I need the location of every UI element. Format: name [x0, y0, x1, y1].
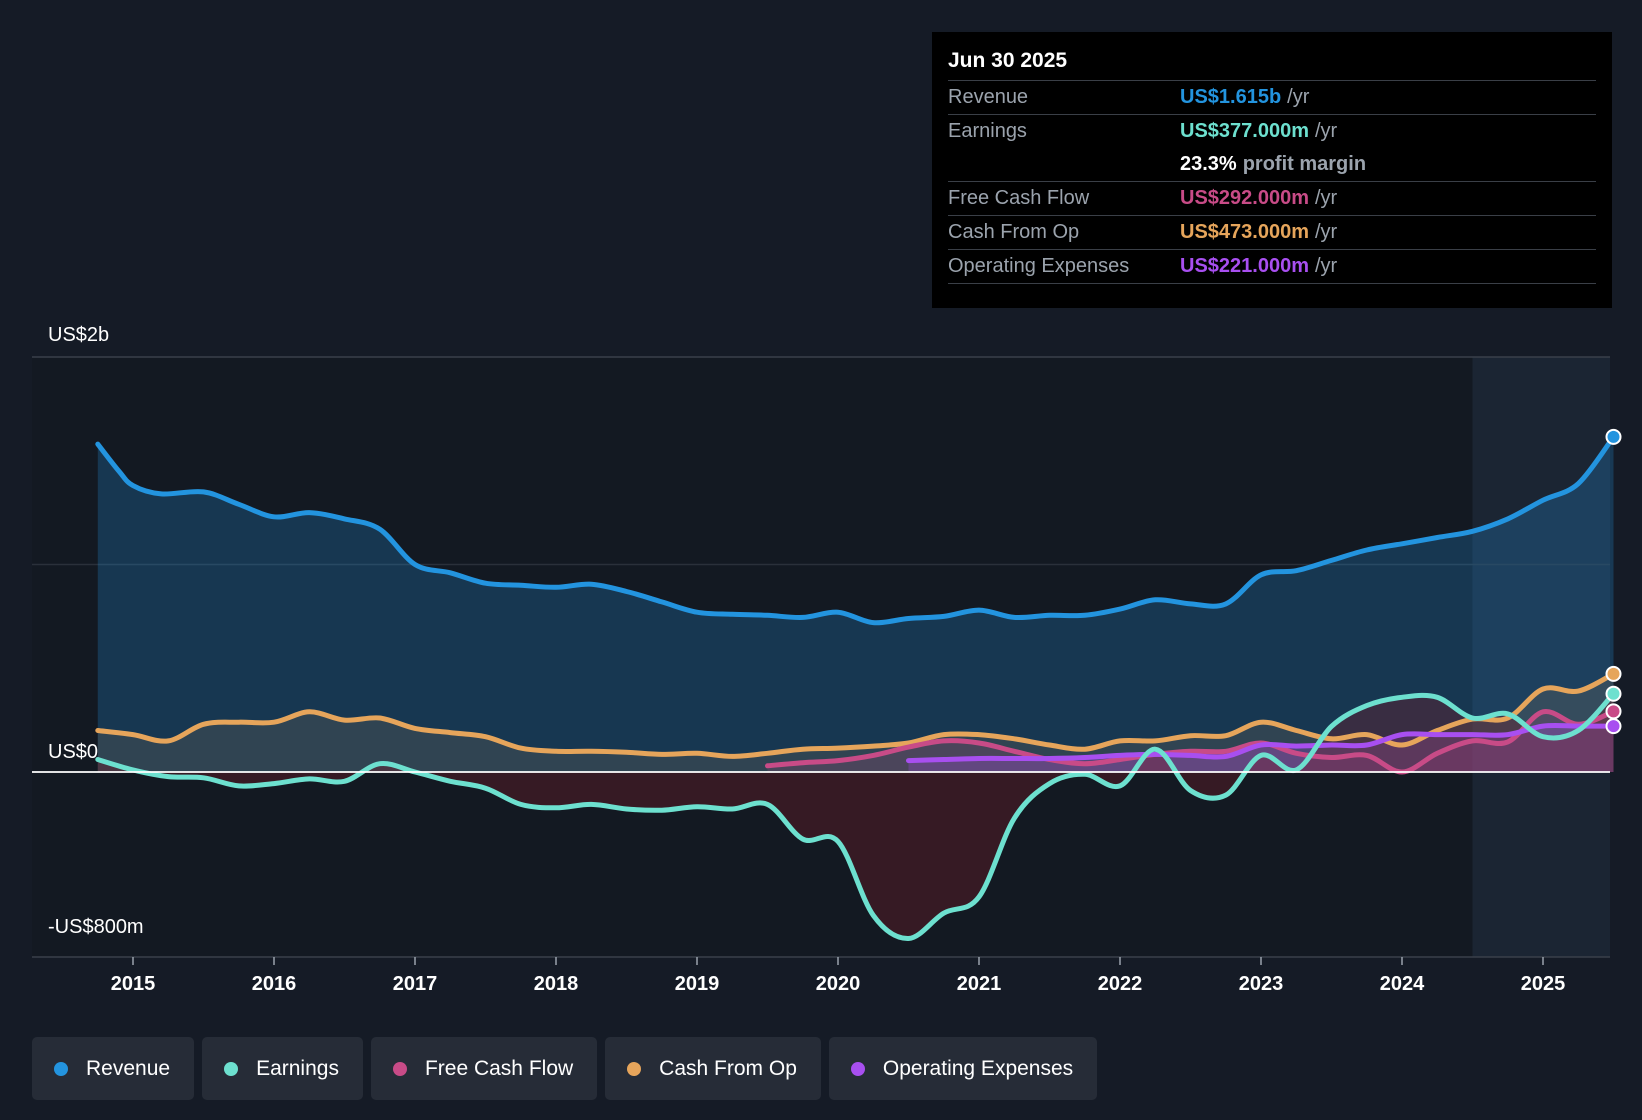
- y-label-zero: US$0: [48, 741, 98, 763]
- legend-label: Earnings: [256, 1056, 339, 1080]
- tooltip-panel: Jun 30 2025 Revenue US$1.615b /yr Earnin…: [932, 32, 1612, 308]
- tooltip-unit: /yr: [1314, 187, 1338, 209]
- forecast-shading: [1472, 357, 1610, 957]
- legend-item-operating-expenses[interactable]: Operating Expenses: [828, 1037, 1098, 1100]
- tooltip-row-cfo: Cash From Op US$473.000m /yr: [948, 215, 1596, 249]
- legend-dot-icon: [627, 1061, 642, 1076]
- legend-item-earnings[interactable]: Earnings: [202, 1037, 363, 1100]
- y-label-top: US$2b: [48, 324, 109, 346]
- tooltip-label: Earnings: [948, 120, 1027, 142]
- opex-end-dot: [1605, 718, 1622, 735]
- cfo-end-dot: [1605, 665, 1622, 682]
- tooltip-divider: [948, 283, 1596, 285]
- opex-area: [908, 725, 1614, 772]
- cfo-line: [95, 671, 1616, 759]
- legend-label: Cash From Op: [659, 1056, 797, 1080]
- legend-label: Operating Expenses: [882, 1056, 1074, 1080]
- x-tick-label: 2024: [1380, 973, 1425, 995]
- earnings-line: [95, 691, 1616, 941]
- legend-label: Free Cash Flow: [424, 1056, 574, 1080]
- tooltip-row-opex: Operating Expenses US$221.000m /yr: [948, 249, 1596, 283]
- x-tick-label: 2023: [1239, 973, 1284, 995]
- tooltip-row-margin: 23.3% profit margin: [948, 148, 1596, 181]
- revenue-end-dot: [1605, 428, 1622, 445]
- tooltip-row-revenue: Revenue US$1.615b /yr: [948, 80, 1596, 114]
- tooltip-value: US$292.000m: [1180, 187, 1309, 209]
- tooltip-label: Operating Expenses: [948, 255, 1130, 277]
- tooltip-unit: /yr: [1314, 221, 1338, 243]
- fcf-end-dot: [1605, 703, 1622, 720]
- x-tick-label: 2017: [393, 973, 438, 995]
- tooltip-unit: /yr: [1287, 86, 1310, 108]
- fcf-line: [765, 708, 1616, 775]
- x-tick-label: 2019: [675, 973, 720, 995]
- tooltip-label: Free Cash Flow: [948, 187, 1090, 209]
- tooltip-value: 23.3%: [1180, 153, 1237, 175]
- legend-dot-icon: [224, 1061, 239, 1076]
- x-tick-label: 2018: [534, 973, 579, 995]
- revenue-area: [97, 436, 1614, 772]
- legend-dot-icon: [850, 1061, 865, 1076]
- x-tick-label: 2020: [816, 973, 861, 995]
- legend: Revenue Earnings Free Cash Flow Cash Fro…: [32, 1037, 1098, 1100]
- tooltip-unit: /yr: [1314, 255, 1338, 277]
- legend-item-cash-from-op[interactable]: Cash From Op: [605, 1037, 821, 1100]
- tooltip-value: US$221.000m: [1180, 255, 1309, 277]
- plot-background: [32, 357, 1473, 957]
- x-tick-label: 2022: [1098, 973, 1143, 995]
- revenue-line: [95, 434, 1616, 626]
- tooltip-label: Revenue: [948, 86, 1029, 108]
- legend-item-free-cash-flow[interactable]: Free Cash Flow: [370, 1037, 598, 1100]
- opex-line: [906, 722, 1616, 764]
- earnings-area: [97, 693, 1614, 939]
- x-tick-label: 2021: [957, 973, 1002, 995]
- tooltip-unit: /yr: [1314, 120, 1338, 142]
- tooltip-value: US$377.000m: [1180, 120, 1309, 142]
- y-label-bottom: -US$800m: [48, 916, 144, 938]
- tooltip-row-earnings: Earnings US$377.000m /yr: [948, 114, 1596, 148]
- x-tick-label: 2025: [1521, 973, 1566, 995]
- x-tick-label: 2016: [252, 973, 297, 995]
- legend-label: Revenue: [86, 1056, 171, 1080]
- tooltip-date: Jun 30 2025: [948, 49, 1068, 72]
- tooltip-row-fcf: Free Cash Flow US$292.000m /yr: [948, 181, 1596, 215]
- x-tick-label: 2015: [111, 973, 156, 995]
- financial-chart: US$2b US$0 -US$800m 2015 2016 2017 2018 2019 20…: [32, 324, 1622, 995]
- legend-dot-icon: [54, 1061, 68, 1076]
- earnings-end-dot: [1605, 685, 1622, 702]
- tooltip-unit: profit margin: [1242, 153, 1367, 175]
- legend-dot-icon: [392, 1061, 407, 1076]
- tooltip-label: Cash From Op: [948, 221, 1080, 243]
- tooltip-value: US$473.000m: [1180, 221, 1309, 243]
- legend-item-revenue[interactable]: Revenue: [32, 1037, 195, 1100]
- tooltip-value: US$1.615b: [1180, 86, 1282, 108]
